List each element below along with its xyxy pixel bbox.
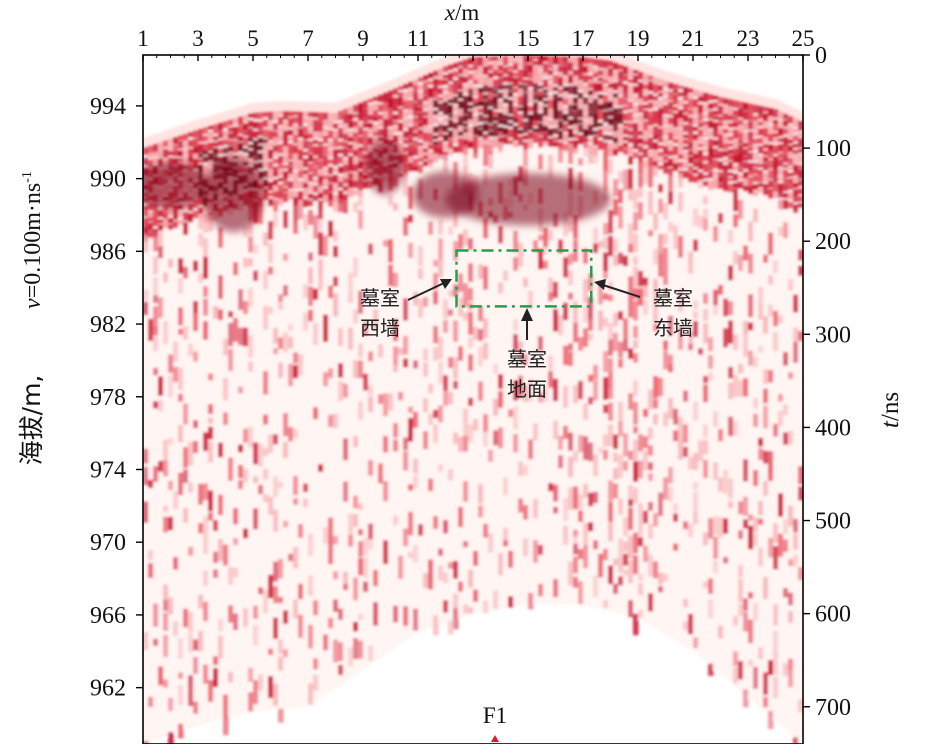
- x-tick-label: 15: [517, 26, 540, 51]
- annotation-floor: 墓室 地面: [507, 308, 547, 401]
- y-left-title-main: 海拔/m,: [17, 375, 46, 466]
- x-axis-title: x/m: [444, 0, 480, 25]
- annotation-east-wall: 墓室 东墙: [594, 279, 693, 340]
- annotation-west-wall-line2: 西墙: [360, 316, 400, 340]
- y-left-title-velocity: v=0.100m·ns-1: [20, 171, 46, 309]
- x-tick-label: 25: [792, 26, 815, 51]
- y-left-tick-label: 994: [90, 94, 126, 120]
- annotation-floor-line2: 地面: [507, 377, 547, 401]
- radargram-heatmap: [143, 55, 803, 744]
- x-tick-label: 5: [247, 26, 259, 51]
- marker-label-f1: F1: [483, 703, 507, 728]
- marker-triangle-f1: [491, 735, 499, 742]
- y-right-tick-label: 500: [815, 509, 851, 535]
- y-left-tick-label: 978: [90, 385, 126, 411]
- x-tick-label: 3: [192, 26, 204, 51]
- y-right-tick-label: 400: [815, 415, 851, 441]
- y-right-tick-label: 100: [815, 136, 851, 162]
- x-tick-label: 21: [682, 26, 705, 51]
- x-tick-label: 13: [462, 26, 485, 51]
- x-tick-label: 17: [572, 26, 595, 51]
- y-right-tick-label: 200: [815, 229, 851, 255]
- y-right-title: t/ns: [877, 392, 904, 428]
- annotation-east-wall-line2: 东墙: [653, 316, 693, 340]
- x-tick-label: 11: [407, 26, 429, 51]
- x-tick-label: 7: [302, 26, 314, 51]
- x-axis-top: 1 3 5 7 9 11 13 15 17 19 21 23 25: [137, 26, 815, 61]
- y-left-tick-label: 982: [90, 312, 126, 338]
- y-axis-left: 994 990 986 982 978 974 970 966 962: [90, 94, 143, 702]
- y-left-tick-label: 986: [90, 239, 126, 265]
- y-right-tick-label: 600: [815, 602, 851, 628]
- x-tick-label: 19: [627, 26, 650, 51]
- y-left-tick-label: 970: [90, 530, 126, 556]
- y-left-tick-label: 962: [90, 676, 126, 702]
- tomb-chamber-box: [455, 249, 593, 308]
- annotation-floor-line1: 墓室: [507, 347, 547, 371]
- y-right-tick-label: 300: [815, 322, 851, 348]
- annotation-west-wall-line1: 墓室: [360, 286, 400, 310]
- annotation-west-wall: 墓室 西墙: [360, 279, 452, 340]
- x-tick-label: 9: [357, 26, 369, 51]
- y-left-tick-label: 990: [90, 167, 126, 193]
- y-left-tick-label: 974: [90, 457, 126, 483]
- x-tick-label: 23: [737, 26, 760, 51]
- annotation-east-wall-line1: 墓室: [653, 286, 693, 310]
- y-right-tick-label: 700: [815, 695, 851, 721]
- x-tick-label: 1: [137, 26, 149, 51]
- y-axis-right: 0 100 200 300 400 500 600 700: [803, 43, 851, 721]
- y-left-tick-label: 966: [90, 603, 126, 629]
- y-right-tick-label: 0: [815, 43, 827, 69]
